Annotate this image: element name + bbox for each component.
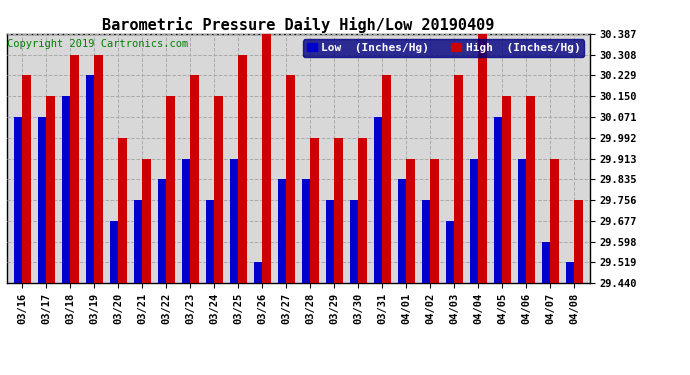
Bar: [398, 179, 406, 283]
Bar: [190, 75, 199, 283]
Bar: [302, 179, 311, 283]
Bar: [46, 96, 55, 283]
Bar: [142, 159, 151, 283]
Bar: [382, 75, 391, 283]
Bar: [70, 54, 79, 283]
Bar: [374, 117, 382, 283]
Bar: [239, 54, 247, 283]
Bar: [182, 159, 190, 283]
Bar: [286, 75, 295, 283]
Bar: [358, 138, 367, 283]
Text: Copyright 2019 Cartronics.com: Copyright 2019 Cartronics.com: [7, 39, 188, 50]
Bar: [478, 34, 486, 283]
Bar: [574, 200, 583, 283]
Bar: [23, 75, 31, 283]
Bar: [206, 200, 215, 283]
Bar: [254, 262, 262, 283]
Bar: [158, 179, 166, 283]
Bar: [470, 159, 478, 283]
Bar: [14, 117, 23, 283]
Bar: [406, 159, 415, 283]
Title: Barometric Pressure Daily High/Low 20190409: Barometric Pressure Daily High/Low 20190…: [102, 16, 495, 33]
Bar: [335, 138, 343, 283]
Bar: [502, 96, 511, 283]
Bar: [310, 138, 319, 283]
Bar: [38, 117, 46, 283]
Bar: [215, 96, 223, 283]
Bar: [86, 75, 95, 283]
Bar: [551, 159, 559, 283]
Bar: [526, 96, 535, 283]
Bar: [542, 242, 551, 283]
Bar: [494, 117, 502, 283]
Bar: [350, 200, 358, 283]
Legend: Low  (Inches/Hg), High  (Inches/Hg): Low (Inches/Hg), High (Inches/Hg): [303, 39, 584, 57]
Bar: [230, 159, 239, 283]
Bar: [455, 75, 463, 283]
Bar: [278, 179, 286, 283]
Bar: [262, 34, 271, 283]
Bar: [446, 221, 455, 283]
Bar: [119, 138, 127, 283]
Bar: [166, 96, 175, 283]
Bar: [134, 200, 142, 283]
Bar: [62, 96, 70, 283]
Bar: [431, 159, 439, 283]
Bar: [422, 200, 431, 283]
Bar: [518, 159, 526, 283]
Bar: [95, 54, 103, 283]
Bar: [326, 200, 335, 283]
Bar: [110, 221, 119, 283]
Bar: [566, 262, 574, 283]
